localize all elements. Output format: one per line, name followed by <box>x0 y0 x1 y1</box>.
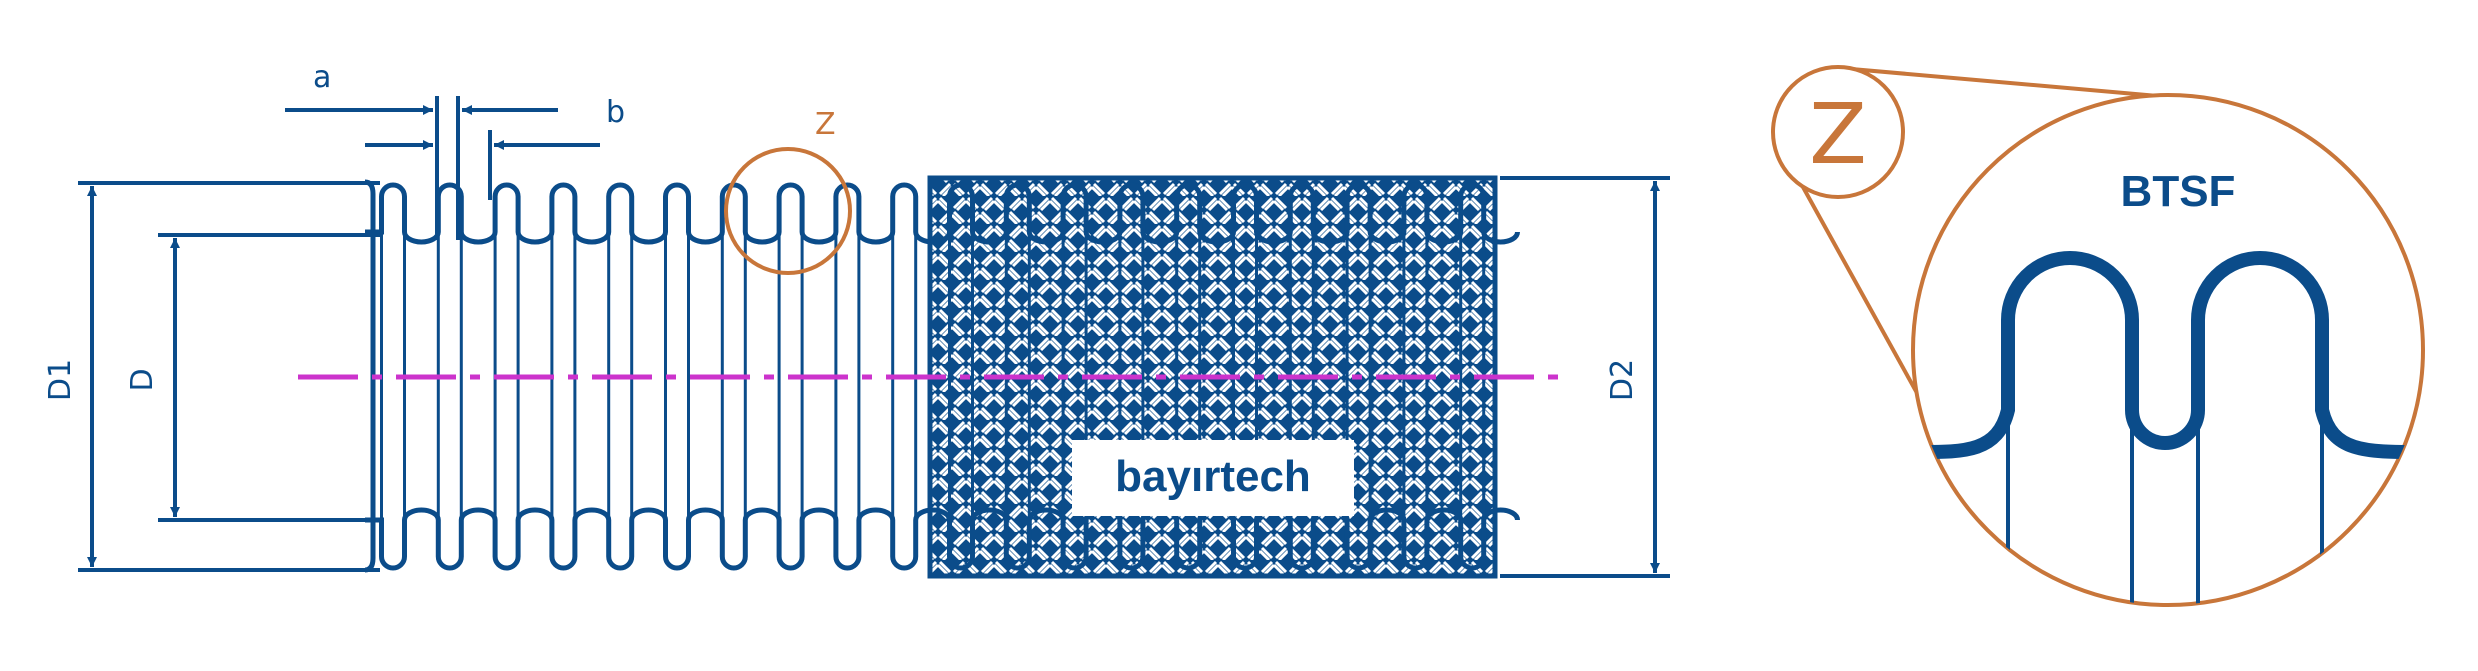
brand-box <box>1072 440 1354 516</box>
hose-end-cap <box>364 179 376 573</box>
d-label: D <box>125 368 160 391</box>
d1-dimension <box>78 181 380 572</box>
d2-dimension <box>1500 176 1670 578</box>
brand-name: bayırtech <box>1115 452 1311 501</box>
pitch-dimensions <box>285 96 600 240</box>
detail-z-circle <box>1771 65 1905 199</box>
z-marker-circle <box>724 147 852 275</box>
detail-title: BTSF <box>2121 167 2236 216</box>
d1-label: D1 <box>43 359 78 401</box>
detail-z-label: Z <box>1809 85 1867 183</box>
a-label: a <box>313 60 331 95</box>
detail-circle <box>1911 93 2425 607</box>
d-dimension <box>158 233 380 522</box>
detail-corrugation-profile <box>1919 251 2421 459</box>
detail-view: Z BTSF <box>1771 65 2425 607</box>
d2-label: D2 <box>1605 359 1640 401</box>
b-label: b <box>606 95 625 130</box>
z-marker-label: Z <box>815 107 836 142</box>
